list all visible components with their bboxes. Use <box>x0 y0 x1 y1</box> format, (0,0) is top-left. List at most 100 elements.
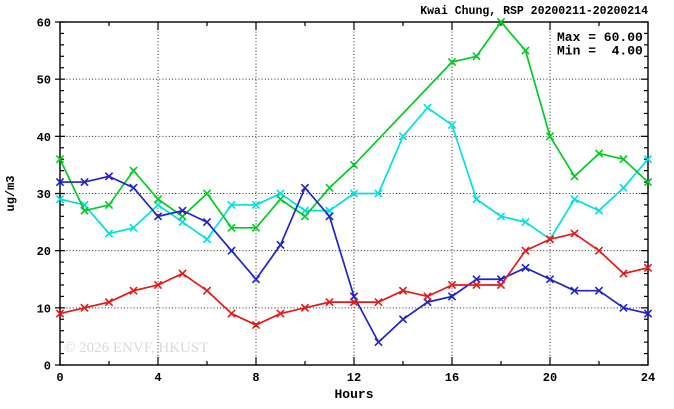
x-tick-label: 12 <box>347 371 361 385</box>
data-point-marker <box>325 212 334 221</box>
data-point-marker <box>202 235 212 244</box>
data-point-marker <box>55 195 65 204</box>
y-tick-label: 30 <box>37 188 51 202</box>
data-point-marker <box>276 195 285 204</box>
data-point-marker <box>251 200 261 210</box>
data-point-marker <box>594 206 604 215</box>
data-point-marker <box>374 189 383 198</box>
chart-title: Kwai Chung, RSP 20200211-20200214 <box>420 5 648 18</box>
data-point-marker <box>251 320 261 330</box>
y-tick-label: 60 <box>37 17 51 31</box>
data-point-marker <box>594 286 604 295</box>
data-point-marker <box>570 229 579 238</box>
x-tick-labels: 0 4 8 12 16 20 24 <box>56 371 655 385</box>
data-point-marker <box>643 177 653 187</box>
data-point-marker <box>447 292 457 301</box>
data-point-marker <box>349 160 359 170</box>
data-point-marker <box>545 132 555 141</box>
data-point-marker <box>447 57 457 67</box>
axis-ticks <box>55 21 649 366</box>
watermark: © 2026 ENVF, HKUST <box>64 340 208 356</box>
data-point-marker <box>398 132 408 141</box>
data-point-marker <box>178 206 187 215</box>
data-point-marker <box>349 189 359 198</box>
data-point-marker <box>643 155 653 164</box>
data-point-marker <box>570 286 579 295</box>
data-point-marker <box>496 280 506 290</box>
y-tick-label: 40 <box>37 131 51 145</box>
data-point-marker <box>202 189 212 198</box>
data-point-marker <box>202 217 212 227</box>
data-point-marker <box>496 17 506 27</box>
x-tick-label: 24 <box>641 371 655 385</box>
data-point-marker <box>521 46 530 55</box>
data-point-marker <box>251 223 261 232</box>
data-point-marker <box>521 246 530 255</box>
data-point-marker <box>129 166 138 175</box>
data-point-marker <box>178 269 187 278</box>
x-axis-label: Hours <box>334 387 373 402</box>
data-point-marker <box>472 280 481 290</box>
data-point-marker <box>251 275 261 284</box>
data-point-marker <box>129 183 138 192</box>
x-tick-label: 20 <box>543 371 557 385</box>
data-point-marker <box>80 177 89 187</box>
data-point-marker <box>447 120 457 130</box>
data-point-marker <box>104 200 114 210</box>
data-point-marker <box>104 297 114 307</box>
data-point-marker <box>227 223 236 232</box>
y-tick-label: 20 <box>37 245 51 259</box>
data-point-marker <box>447 280 457 290</box>
data-point-marker <box>55 177 65 187</box>
y-tick-labels: 0 10 20 30 40 50 60 <box>37 17 51 374</box>
x-tick-label: 0 <box>56 371 63 385</box>
data-point-marker <box>619 269 628 278</box>
data-point-marker <box>398 286 408 295</box>
data-point-marker <box>472 52 481 61</box>
data-point-marker <box>104 172 114 181</box>
series-red-line <box>55 229 653 330</box>
data-point-marker <box>55 309 65 318</box>
data-point-marker <box>153 195 163 204</box>
data-point-marker <box>619 155 628 164</box>
data-point-marker <box>300 183 310 192</box>
data-point-marker <box>104 229 114 238</box>
data-point-marker <box>153 280 163 290</box>
data-point-marker <box>80 303 89 312</box>
max-annotation: Max = 60.00 <box>557 30 643 45</box>
data-point-marker <box>545 235 555 244</box>
x-tick-label: 16 <box>445 371 459 385</box>
data-point-marker <box>300 303 310 312</box>
data-point-marker <box>398 315 408 324</box>
data-point-marker <box>496 212 506 221</box>
data-point-marker <box>374 337 383 347</box>
data-point-marker <box>129 223 138 232</box>
data-point-marker <box>276 240 285 250</box>
data-point-marker <box>619 183 628 192</box>
data-point-marker <box>521 263 530 272</box>
data-point-marker <box>545 275 555 284</box>
data-point-marker <box>619 303 628 312</box>
min-annotation: Min = 4.00 <box>557 44 643 59</box>
y-tick-label: 50 <box>37 74 51 88</box>
data-point-marker <box>55 155 65 164</box>
data-point-marker <box>227 309 236 318</box>
data-point-marker <box>594 149 604 158</box>
y-tick-label: 10 <box>37 302 51 316</box>
data-point-marker <box>521 217 530 227</box>
data-point-marker <box>129 286 138 295</box>
data-point-marker <box>349 297 359 307</box>
data-point-marker <box>300 212 310 221</box>
data-point-marker <box>643 309 653 318</box>
data-point-marker <box>276 309 285 318</box>
data-point-marker <box>80 206 89 215</box>
data-point-marker <box>325 297 334 307</box>
data-point-marker <box>594 246 604 255</box>
data-point-marker <box>325 183 334 192</box>
data-point-marker <box>202 286 212 295</box>
data-point-marker <box>570 172 579 181</box>
y-axis-label: ug/m3 <box>4 175 18 211</box>
data-point-marker <box>423 103 432 112</box>
